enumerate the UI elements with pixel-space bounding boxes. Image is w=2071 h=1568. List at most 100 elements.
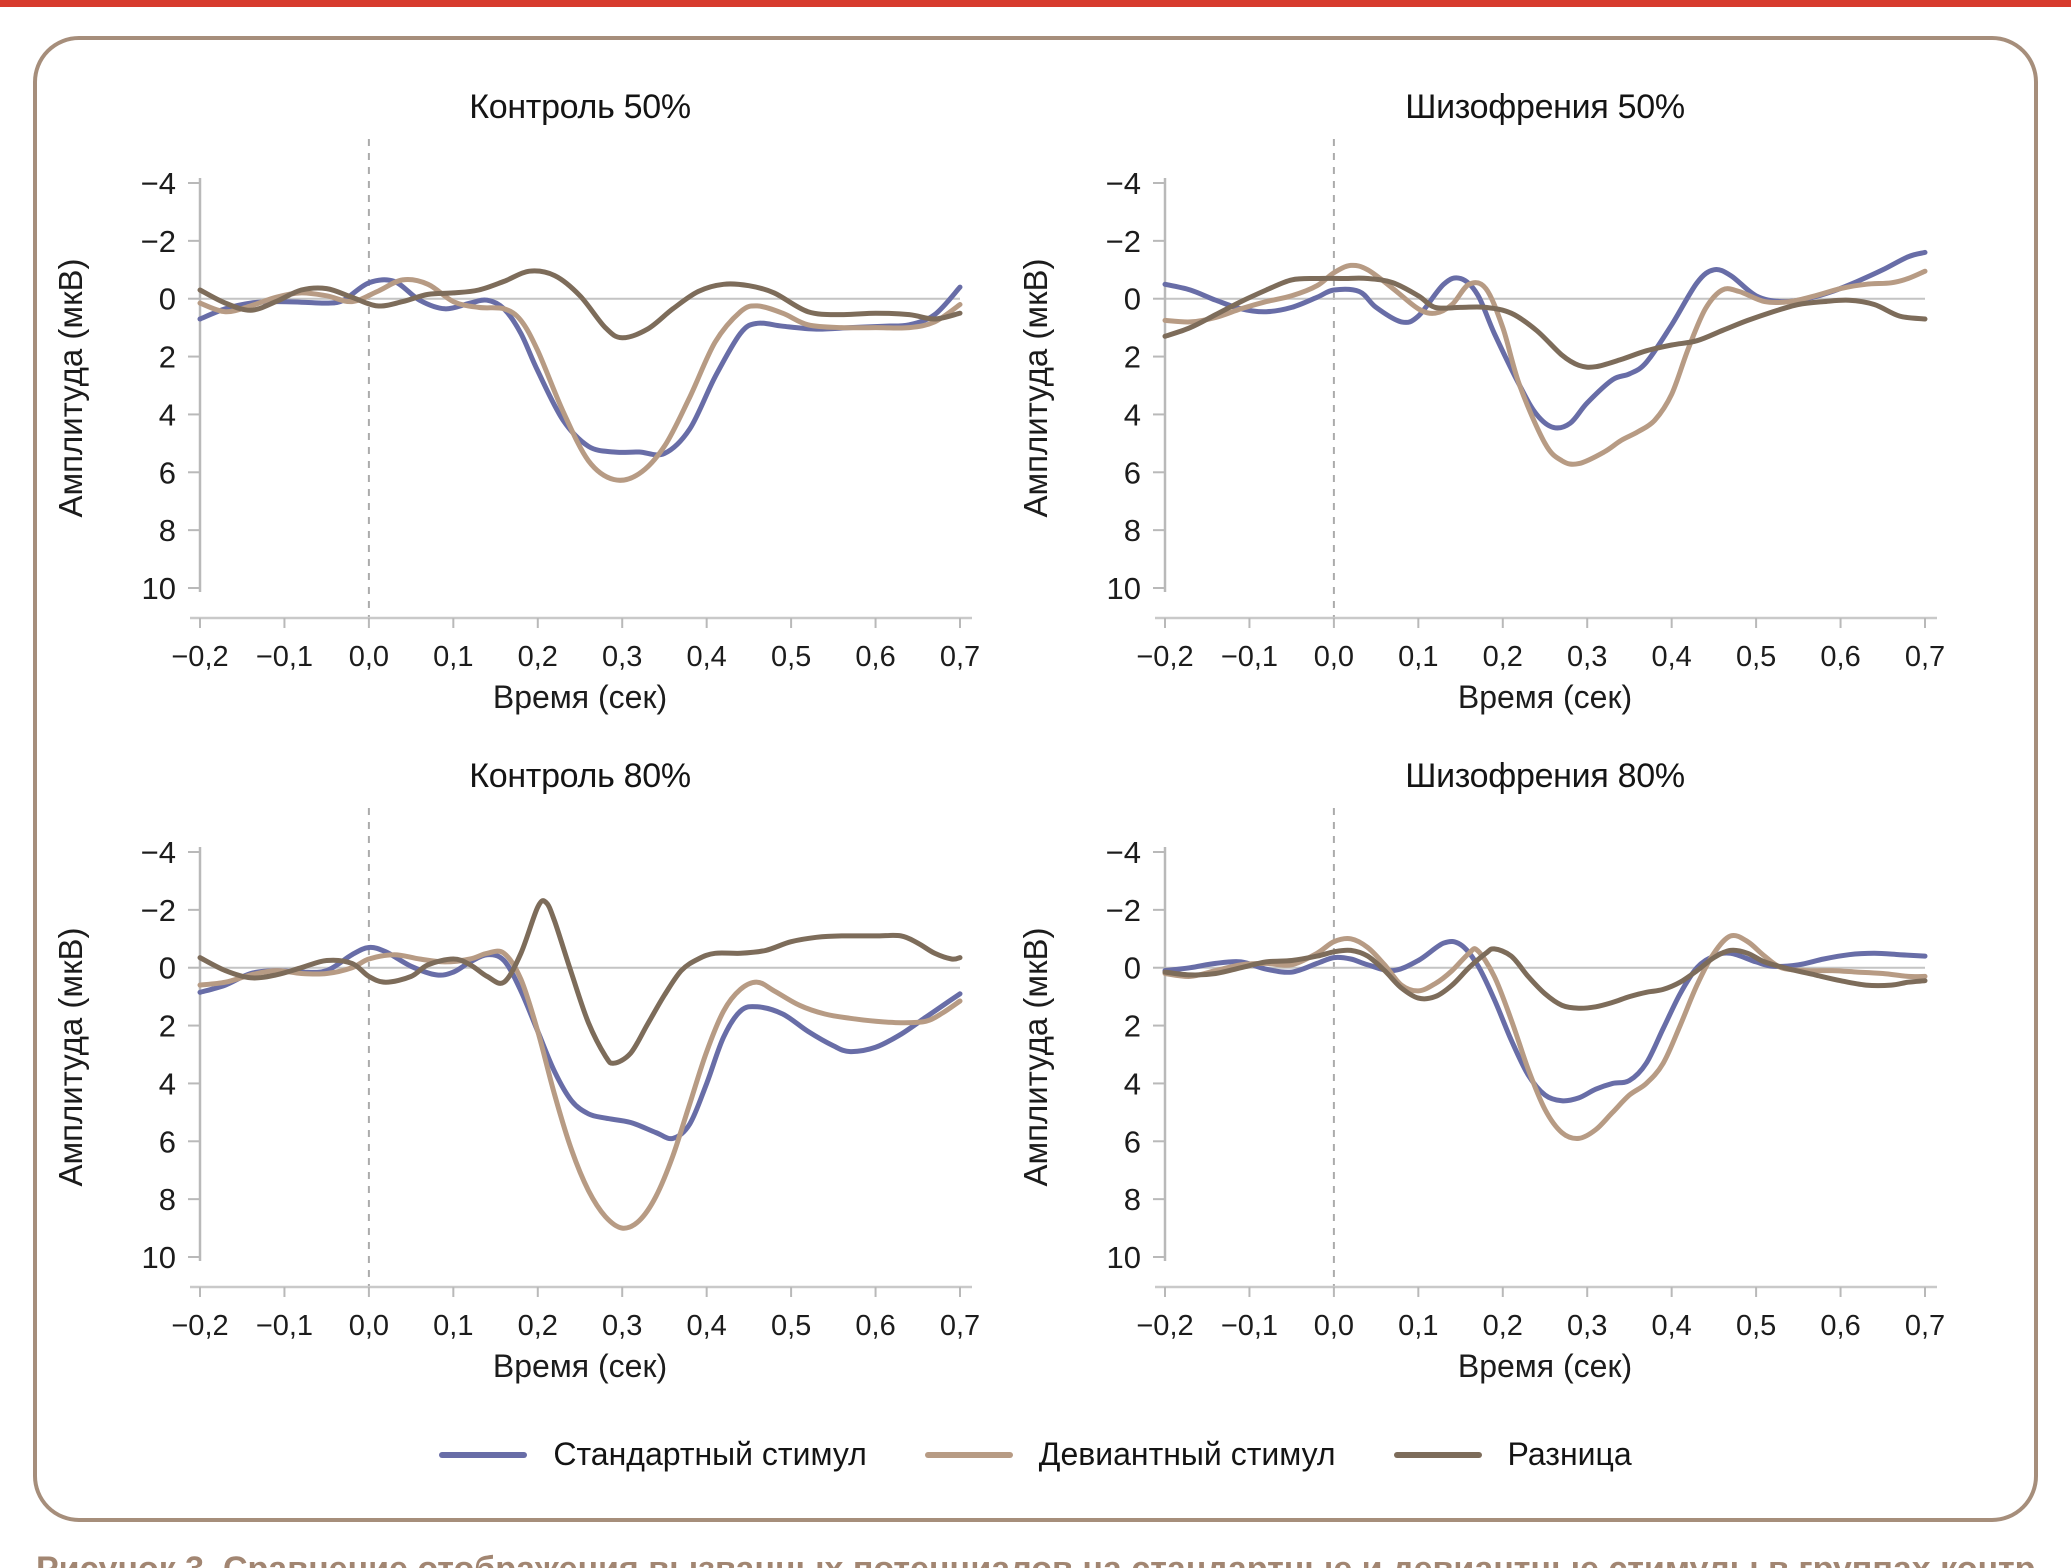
svg-text:−2: −2 [141,224,176,259]
y-axis-label: Амплитуда (мкВ) [52,927,89,1186]
svg-text:0,0: 0,0 [1314,641,1354,673]
y-axis-label: Амплитуда (мкВ) [52,258,89,517]
svg-text:−0,1: −0,1 [1221,1310,1278,1342]
legend-label-difference: Разница [1507,1436,1632,1472]
svg-text:−0,2: −0,2 [1136,1310,1193,1342]
svg-text:0,7: 0,7 [1905,641,1945,673]
svg-text:0,0: 0,0 [349,641,389,673]
svg-text:−0,2: −0,2 [1136,641,1193,673]
erp-plot-schizophrenia-50: −4 −2 0 2 4 6 8 10 −0,2 −0,1 0,0 0,1 0,2 0,3 0,4 0,5 0,6… [1017,139,1945,715]
svg-text:−2: −2 [141,893,176,928]
svg-text:0,2: 0,2 [518,1310,558,1342]
legend-line-difference-icon [1393,1451,1482,1458]
svg-text:8: 8 [159,513,176,548]
svg-text:0,6: 0,6 [855,1310,895,1342]
legend: Стандартный стимул Девиантный стимул Раз… [33,1436,2038,1473]
legend-line-standard-icon [439,1451,528,1458]
svg-text:0,5: 0,5 [771,641,811,673]
legend-item-deviant: Девиантный стимул [924,1436,1336,1473]
svg-text:−0,1: −0,1 [256,1310,313,1342]
svg-text:−2: −2 [1106,893,1141,928]
svg-text:0,1: 0,1 [433,641,473,673]
svg-text:0,7: 0,7 [940,641,980,673]
svg-text:0,1: 0,1 [1398,1310,1438,1342]
svg-text:6: 6 [159,455,176,490]
series-line-0 [197,277,963,458]
svg-text:−0,1: −0,1 [1221,641,1278,673]
figure-caption: Рисунок 3. Сравнение отображения вызванн… [36,1550,2036,1568]
series-line-1 [1162,932,1928,1141]
series-line-1 [197,277,963,483]
svg-text:4: 4 [1124,1066,1141,1101]
svg-text:0,4: 0,4 [687,1310,727,1342]
x-axis-label: Время (сек) [1458,679,1632,715]
panel-title-control-80: Контроль 80% [469,757,691,795]
svg-text:0,7: 0,7 [1905,1310,1945,1342]
svg-text:10: 10 [142,571,176,606]
svg-text:0,3: 0,3 [1567,1310,1607,1342]
legend-item-difference: Разница [1393,1436,1632,1473]
svg-text:2: 2 [1124,1009,1141,1044]
svg-text:−0,2: −0,2 [171,1310,228,1342]
svg-text:10: 10 [142,1240,176,1275]
svg-text:8: 8 [159,1182,176,1217]
svg-text:6: 6 [1124,455,1141,490]
svg-text:8: 8 [1124,513,1141,548]
svg-text:−0,1: −0,1 [256,641,313,673]
svg-text:10: 10 [1107,1240,1141,1275]
svg-text:−4: −4 [1106,166,1141,201]
svg-text:8: 8 [1124,1182,1141,1217]
svg-text:−4: −4 [141,166,176,201]
top-red-bar [0,0,2071,7]
erp-plot-control-80: −4 −2 0 2 4 6 8 10 −0,2 −0,1 0,0 0,1 0,2 0,3 0,4 0,5 0,6… [52,808,980,1384]
svg-text:0,2: 0,2 [1483,641,1523,673]
series-line-2 [1162,275,1928,370]
svg-text:0,6: 0,6 [855,641,895,673]
svg-text:0,5: 0,5 [1736,641,1776,673]
svg-text:−4: −4 [141,835,176,870]
svg-text:0: 0 [159,951,176,986]
series-line-2 [197,898,963,1066]
svg-text:−4: −4 [1106,835,1141,870]
svg-text:0,1: 0,1 [1398,641,1438,673]
svg-text:0,5: 0,5 [771,1310,811,1342]
svg-text:0: 0 [159,282,176,317]
legend-item-standard: Стандартный стимул [439,1436,867,1473]
panel-title-schizophrenia-50: Шизофрения 50% [1405,88,1685,126]
svg-text:0,1: 0,1 [433,1310,473,1342]
x-axis-label: Время (сек) [493,1348,667,1384]
y-axis-label: Амплитуда (мкВ) [1017,927,1054,1186]
erp-plot-schizophrenia-80: −4 −2 0 2 4 6 8 10 −0,2 −0,1 0,0 0,1 0,2 0,3 0,4 0,5 0,6… [1017,808,1945,1384]
svg-text:0,7: 0,7 [940,1310,980,1342]
svg-text:0,3: 0,3 [602,641,642,673]
svg-text:0: 0 [1124,282,1141,317]
legend-label-deviant: Девиантный стимул [1038,1436,1336,1472]
panel-title-schizophrenia-80: Шизофрения 80% [1405,757,1685,795]
svg-text:6: 6 [159,1124,176,1159]
svg-text:0,6: 0,6 [1820,1310,1860,1342]
svg-text:0,4: 0,4 [687,641,727,673]
svg-text:−2: −2 [1106,224,1141,259]
legend-label-standard: Стандартный стимул [553,1436,867,1472]
svg-text:4: 4 [159,397,176,432]
svg-text:0,2: 0,2 [1483,1310,1523,1342]
erp-plot-control-50: −4 −2 0 2 4 6 8 10 −0,2 −0,1 0,0 0,1 0,2 0,3 0,4 0,5 0,6… [52,139,980,715]
legend-line-deviant-icon [924,1451,1013,1458]
svg-text:−0,2: −0,2 [171,641,228,673]
svg-text:2: 2 [159,1009,176,1044]
series-line-0 [197,944,963,1142]
svg-text:2: 2 [159,340,176,375]
svg-text:2: 2 [1124,340,1141,375]
svg-text:4: 4 [1124,397,1141,432]
svg-text:0,3: 0,3 [602,1310,642,1342]
svg-text:0,4: 0,4 [1652,641,1692,673]
svg-text:0,0: 0,0 [1314,1310,1354,1342]
svg-text:6: 6 [1124,1124,1141,1159]
svg-text:0,2: 0,2 [518,641,558,673]
svg-text:0,6: 0,6 [1820,641,1860,673]
svg-text:10: 10 [1107,571,1141,606]
svg-text:4: 4 [159,1066,176,1101]
series-line-2 [197,268,963,341]
svg-text:0: 0 [1124,951,1141,986]
series-line-1 [1162,262,1928,467]
